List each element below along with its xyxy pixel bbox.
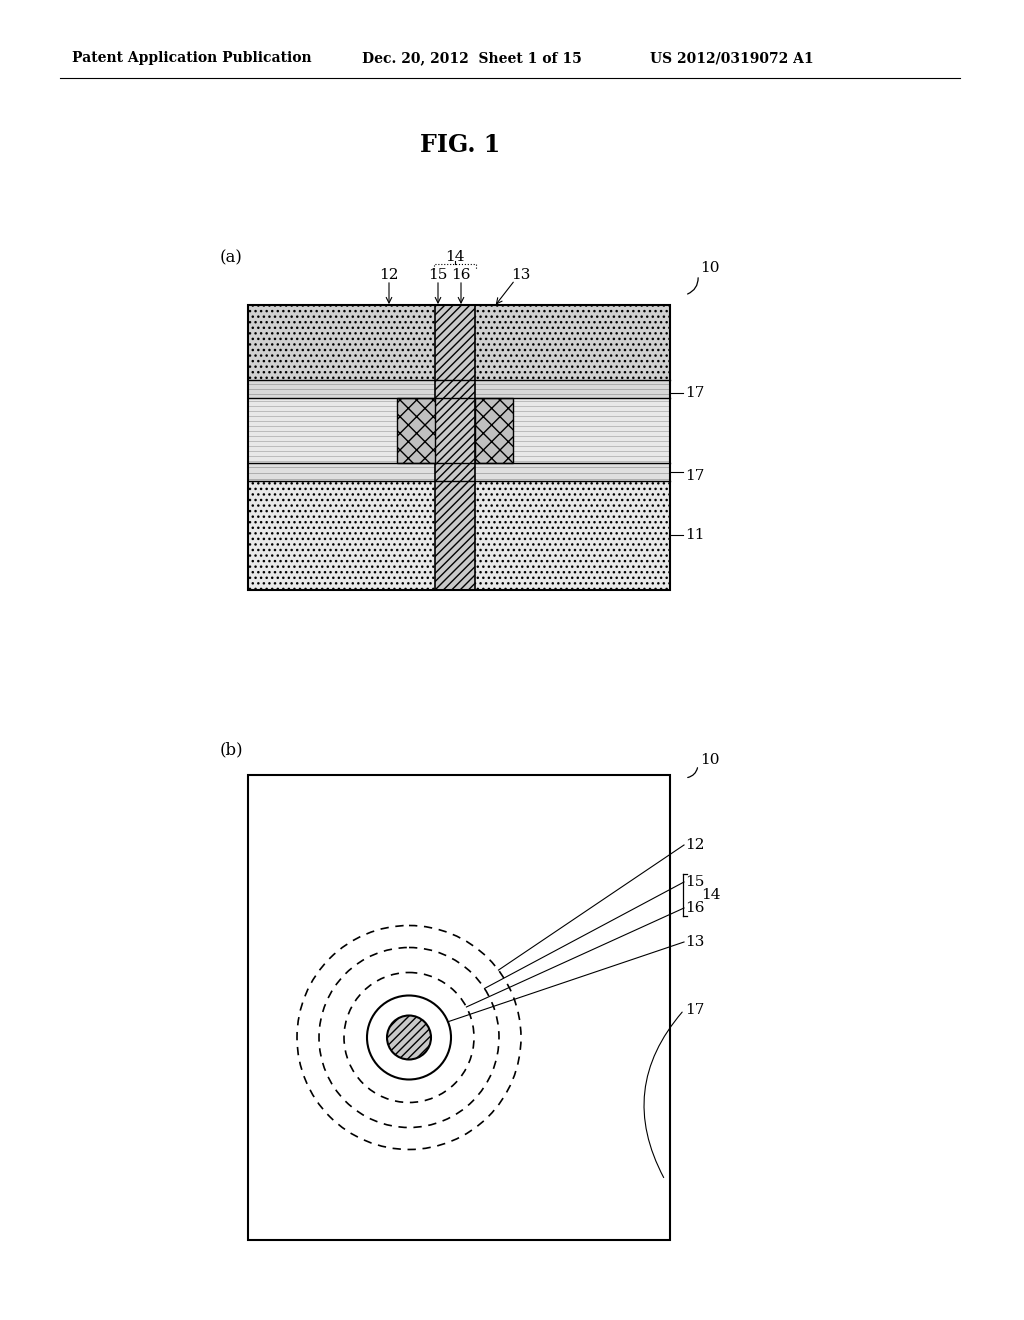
Text: 13: 13 [685, 935, 705, 949]
Text: Dec. 20, 2012  Sheet 1 of 15: Dec. 20, 2012 Sheet 1 of 15 [362, 51, 582, 65]
Text: 11: 11 [685, 528, 705, 543]
Text: 15: 15 [428, 268, 447, 282]
Bar [397, 399, 435, 463]
Text: FIG. 1: FIG. 1 [420, 133, 500, 157]
Bar [248, 399, 670, 463]
Bar [248, 480, 670, 590]
Circle shape [387, 1015, 431, 1060]
Text: 17: 17 [685, 385, 705, 400]
Bar [248, 380, 670, 399]
Bar [475, 399, 513, 463]
Text: 17: 17 [685, 1003, 705, 1016]
Text: 10: 10 [700, 752, 720, 767]
Text: 16: 16 [685, 902, 705, 915]
Text: 16: 16 [452, 268, 471, 282]
Text: 15: 15 [685, 875, 705, 888]
Text: 12: 12 [685, 838, 705, 851]
Text: 14: 14 [445, 249, 465, 264]
Bar [248, 305, 670, 380]
Text: 13: 13 [511, 268, 530, 282]
Text: 10: 10 [700, 261, 720, 275]
Text: 17: 17 [685, 469, 705, 483]
Bar [248, 305, 670, 380]
Bar [248, 463, 670, 480]
Text: 12: 12 [379, 268, 398, 282]
Bar [248, 775, 670, 1239]
Text: (a): (a) [220, 249, 243, 267]
Text: (b): (b) [220, 742, 244, 759]
Bar [248, 305, 670, 590]
Bar [248, 480, 670, 590]
Text: US 2012/0319072 A1: US 2012/0319072 A1 [650, 51, 814, 65]
Bar [435, 305, 475, 590]
Text: 14: 14 [701, 888, 721, 902]
Text: Patent Application Publication: Patent Application Publication [72, 51, 311, 65]
